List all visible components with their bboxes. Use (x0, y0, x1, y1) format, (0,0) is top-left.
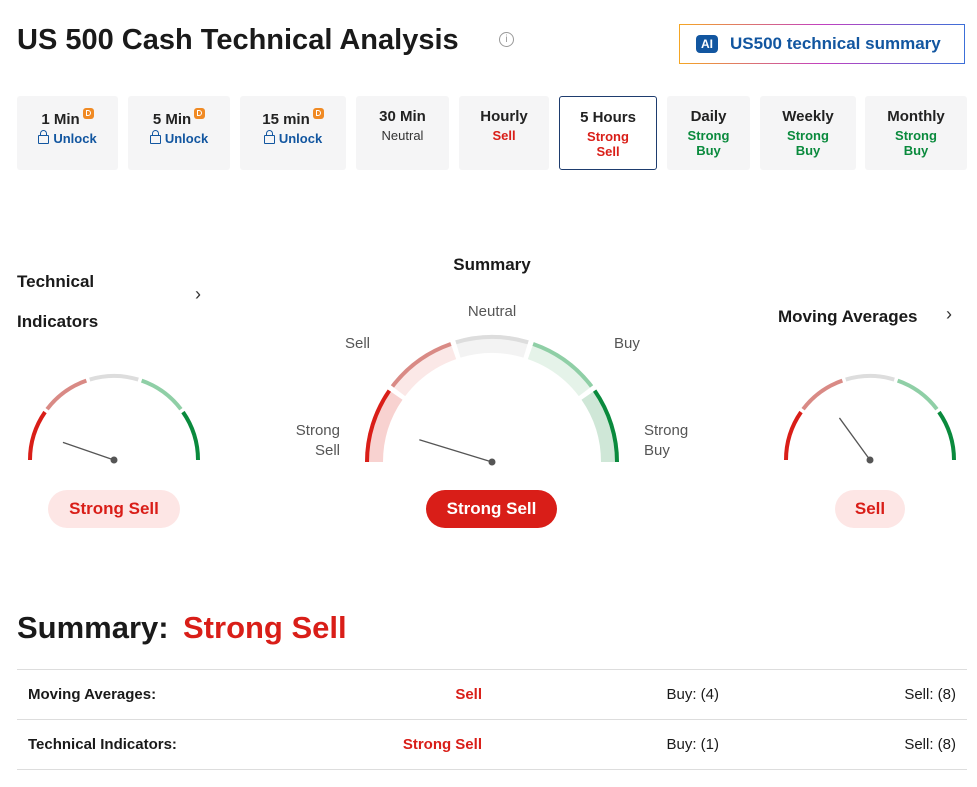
gauge-arc (896, 378, 939, 411)
gauge-arc (140, 378, 183, 411)
row-buy: Buy: (1) (666, 736, 719, 753)
divider (17, 769, 967, 770)
row-buy: Buy: (4) (666, 686, 719, 703)
row-result: Strong Sell (402, 736, 482, 753)
gauge-arc (45, 378, 88, 411)
row-label: Moving Averages: (28, 686, 157, 703)
gauge-zone (365, 389, 403, 462)
pro-icon (312, 108, 324, 119)
timeframe-tab[interactable]: 5 Hours Strong Sell (559, 96, 657, 170)
row-label: Technical Indicators: (28, 736, 177, 753)
tab-label: 5 Min (152, 111, 192, 128)
gauge-pivot (866, 456, 874, 464)
chevron[interactable]: › (195, 284, 201, 304)
gauge-label: Buy (614, 335, 640, 352)
gauge-pivot (110, 456, 118, 464)
gauge-result: Strong Sell (48, 490, 180, 528)
gauge-arc (181, 410, 200, 461)
pro-icon (82, 108, 94, 119)
divider (17, 719, 967, 720)
timeframe-tab[interactable]: Weekly Strong Buy (760, 96, 856, 170)
gauge-label: Strong Sell (295, 422, 340, 459)
row-sell: Sell: (8) (904, 736, 956, 753)
gauge-zone (527, 342, 594, 397)
gauge-needle (419, 439, 493, 463)
gauge-pivot (488, 458, 496, 466)
gauge-result: Sell (835, 490, 905, 528)
page-title: US 500 Cash Technical Analysis (17, 24, 459, 56)
ai-summary-button[interactable]: AI US500 technical summary (679, 24, 965, 64)
tab-status: Sell (492, 128, 516, 143)
gauge-zone (390, 342, 457, 397)
info-icon[interactable]: i (499, 32, 514, 47)
tab-label: 1 Min (41, 111, 80, 128)
gauge-arc (937, 410, 956, 461)
ai-badge: AI (696, 35, 718, 53)
gauge-zone (455, 335, 529, 358)
gauge-title[interactable]: Technical Indicators (17, 272, 99, 331)
tab-status: Neutral (381, 128, 424, 143)
tab-label: Weekly (782, 108, 834, 125)
gauge-arc (89, 374, 139, 382)
gauge-arc (784, 410, 803, 461)
tab-label: Hourly (480, 108, 528, 125)
tab-status: Unlock (278, 131, 323, 146)
divider (17, 669, 967, 670)
pro-icon (194, 108, 206, 119)
gauge-zone (581, 389, 619, 462)
timeframe-tab[interactable]: 15 min Unlock (240, 96, 346, 170)
gauge-arc (532, 342, 594, 388)
gauge-label: Sell (344, 335, 370, 352)
tab-status: Unlock (53, 131, 97, 146)
gauge-title[interactable]: Moving Averages (778, 307, 918, 326)
tab-status: Strong Buy (895, 128, 937, 158)
gauge-arc (845, 374, 895, 382)
gauge-arc (365, 389, 391, 463)
tab-label: Daily (690, 108, 727, 125)
tab-status: Unlock (164, 131, 209, 146)
gauge-title: Summary (453, 255, 531, 274)
tab-label: Monthly (887, 108, 945, 125)
tab-label: 15 min (262, 111, 310, 128)
chevron[interactable]: › (946, 304, 952, 324)
timeframe-tab[interactable]: 5 Min Unlock (128, 96, 230, 170)
tab-status: Strong Sell (587, 129, 629, 159)
tab-status: Strong Buy (687, 128, 730, 158)
gauge-needle (62, 441, 115, 461)
gauge-label: Neutral (467, 303, 517, 320)
timeframe-tab[interactable]: Monthly Strong Buy (865, 96, 967, 170)
summary-result: Strong Sell (183, 610, 347, 645)
tab-label: 5 Hours (580, 109, 636, 126)
ai-button-label: US500 technical summary (730, 34, 941, 53)
gauge-label: Strong Buy (644, 422, 689, 459)
timeframe-tab[interactable]: 30 Min Neutral (356, 96, 449, 170)
gauge-arc (801, 378, 844, 411)
gauge-result: Strong Sell (426, 490, 557, 528)
gauge-needle (838, 417, 871, 461)
lock-icon (38, 130, 50, 144)
timeframe-tab[interactable]: 1 Min Unlock (17, 96, 118, 170)
gauge-arc (390, 342, 452, 388)
tab-status: Strong Buy (787, 128, 829, 158)
gauge-arc (593, 389, 619, 463)
summary-heading: Summary: (17, 610, 169, 645)
row-result: Sell (455, 686, 482, 703)
lock-icon (263, 130, 275, 144)
timeframe-tab[interactable]: Hourly Sell (459, 96, 549, 170)
gauge-arc (455, 335, 529, 345)
gauge-arc (28, 410, 47, 461)
tab-label: 30 Min (379, 108, 426, 125)
lock-icon (149, 130, 161, 144)
timeframe-tab[interactable]: Daily Strong Buy (667, 96, 750, 170)
row-sell: Sell: (8) (904, 686, 956, 703)
